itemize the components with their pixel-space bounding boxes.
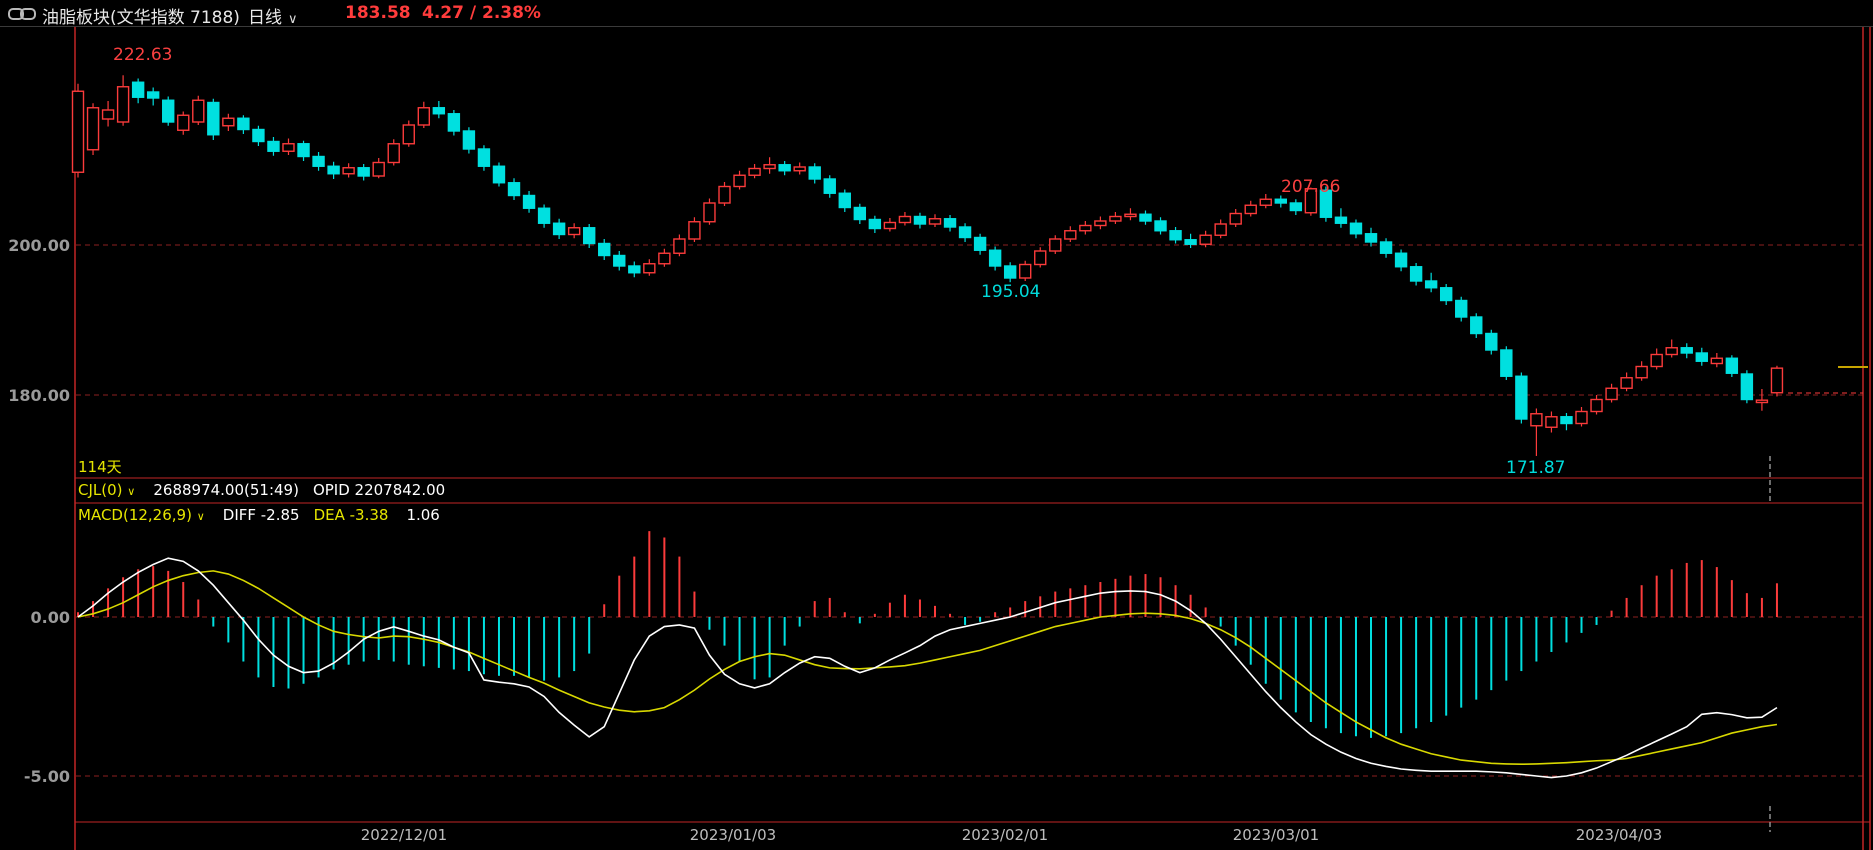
annotation-high: 222.63 [113, 45, 173, 65]
price-tick-200: 200.00 [8, 236, 70, 255]
macd-header-row: MACD(12,26,9) ∨ DIFF -2.85 DEA -3.38 1.06 [78, 506, 440, 524]
cjl-header-row: CJL(0) ∨ 2688974.00(51:49) OPID 2207842.00 [78, 481, 445, 499]
macd-bar-value: 1.06 [406, 506, 440, 524]
chevron-down-icon: ∨ [288, 12, 298, 27]
cjl-opid-value: OPID 2207842.00 [312, 481, 446, 499]
price-tick-180: 180.00 [8, 386, 70, 405]
link-icon[interactable] [8, 6, 36, 25]
symbol-title: 油脂板块(文华指数 7188) [42, 8, 240, 28]
price-change: 4.27 / 2.38% [422, 3, 541, 23]
chevron-down-icon: ∨ [196, 510, 205, 523]
macd-tick-minus5: -5.00 [23, 767, 70, 786]
annotation-low: 171.87 [1506, 458, 1566, 478]
macd-tick-zero: 0.00 [30, 608, 70, 627]
x-tick-date: 2023/02/01 [961, 826, 1049, 844]
top-bar: 油脂板块(文华指数 7188) 日线 ∨ 183.58 4.27 / 2.38% [0, 0, 1873, 28]
bar-count-label: 114天 [78, 458, 122, 476]
x-tick-date: 2023/01/03 [689, 826, 777, 844]
x-tick-date: 2023/03/01 [1232, 826, 1320, 844]
annotation-swing-low: 195.04 [981, 282, 1041, 302]
period-dropdown[interactable]: 日线 ∨ [248, 8, 298, 28]
x-tick-date: 2022/12/01 [360, 826, 448, 844]
cjl-value: 2688974.00(51:49) [153, 481, 299, 499]
chevron-down-icon: ∨ [127, 485, 136, 498]
macd-indicator-toggle[interactable]: MACD(12,26,9) ∨ [78, 506, 205, 524]
cjl-indicator-toggle[interactable]: CJL(0) ∨ [78, 481, 136, 499]
last-price: 183.58 [345, 3, 411, 23]
macd-dea-value: DEA -3.38 [313, 506, 389, 524]
macd-diff-value: DIFF -2.85 [222, 506, 300, 524]
x-tick-date: 2023/04/03 [1575, 826, 1663, 844]
annotation-swing-high: 207.66 [1281, 177, 1341, 197]
